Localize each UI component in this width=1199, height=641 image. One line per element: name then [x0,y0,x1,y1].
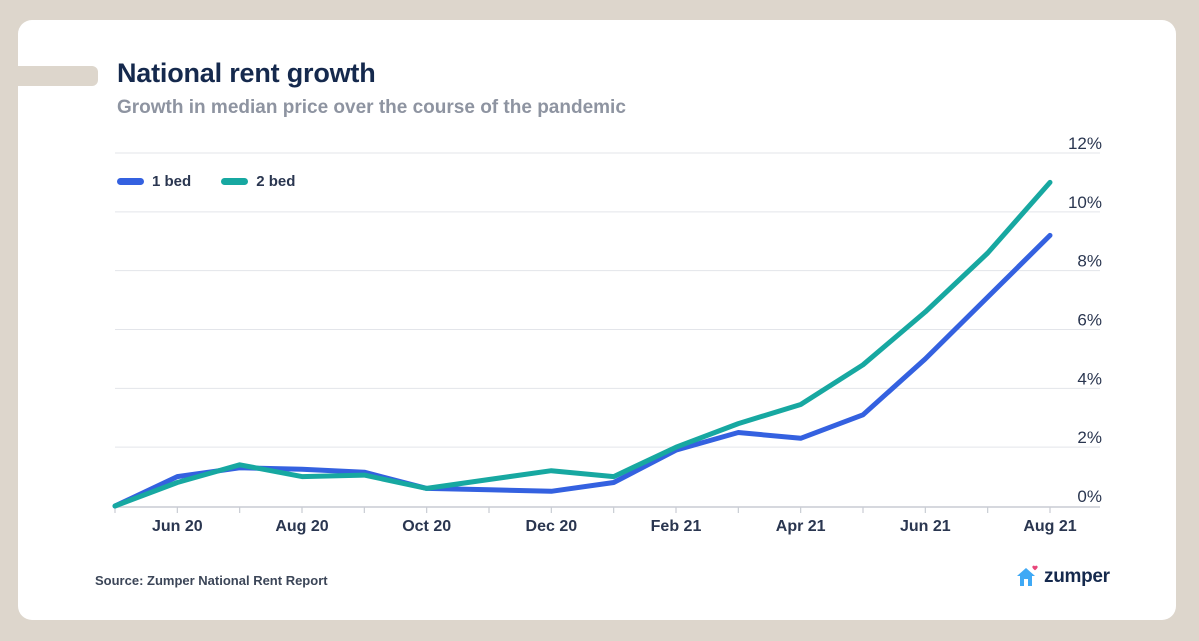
y-tick-label: 6% [1077,311,1102,330]
chart-subtitle: Growth in median price over the course o… [117,97,626,118]
logo-text: zumper [1044,566,1110,587]
legend-label-2bed: 2 bed [256,173,296,190]
x-tick-label: Apr 21 [776,518,826,535]
y-tick-label: 12% [1068,134,1102,153]
y-tick-label: 8% [1077,252,1102,271]
house-heart-icon [1017,565,1038,586]
x-tick-label: Dec 20 [526,518,578,535]
y-tick-label: 4% [1077,369,1102,388]
x-tick-label: Jun 20 [152,518,203,535]
header-tab-decoration [18,66,98,86]
chart-title: National rent growth [117,58,376,88]
chart-card [18,20,1176,620]
legend-swatch-2bed [221,178,249,185]
x-tick-label: Aug 21 [1023,518,1076,535]
x-tick-label: Jun 21 [900,518,951,535]
y-tick-label: 2% [1077,428,1102,447]
y-tick-label: 10% [1068,193,1102,212]
zumper-logo: zumper [1014,565,1110,589]
source-note: Source: Zumper National Rent Report [95,573,328,588]
legend: 1 bed 2 bed [117,173,325,190]
legend-swatch-1bed [117,178,144,185]
legend-item-1bed: 1 bed [117,173,191,190]
x-tick-label: Feb 21 [651,518,702,535]
y-tick-label: 0% [1077,487,1102,506]
x-tick-label: Oct 20 [402,518,451,535]
legend-item-2bed: 2 bed [221,173,295,190]
x-tick-label: Aug 20 [275,518,328,535]
legend-label-1bed: 1 bed [152,173,192,190]
series-line-2bed [112,179,1053,509]
